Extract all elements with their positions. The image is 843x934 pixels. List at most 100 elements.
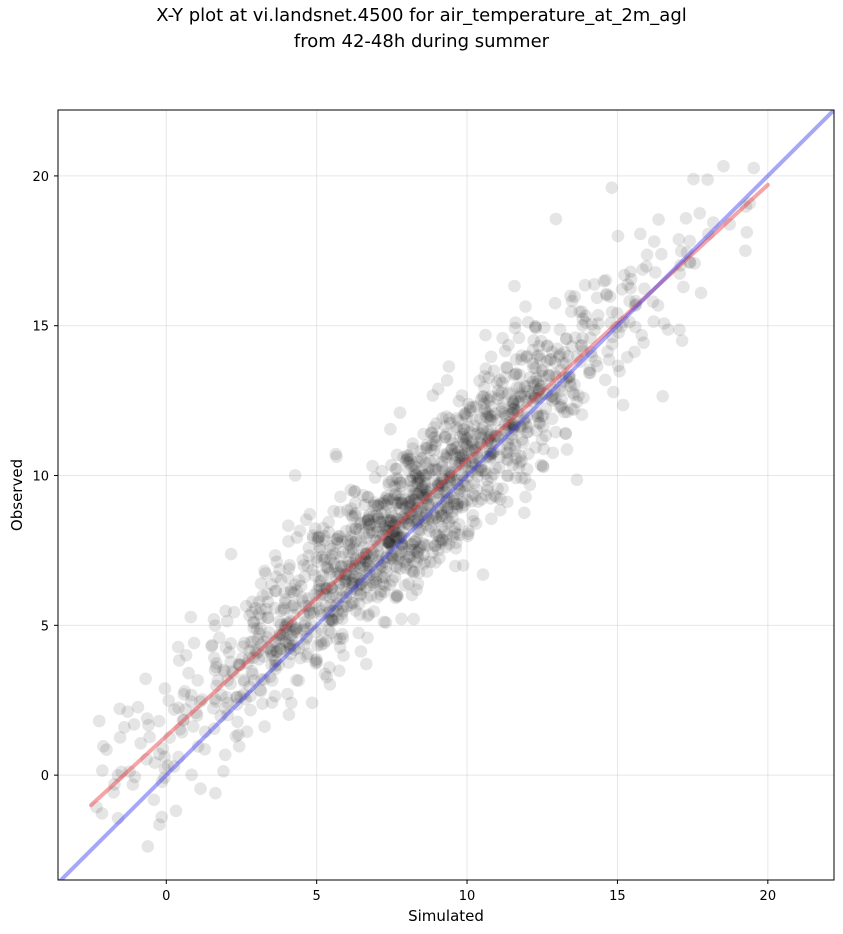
data-point: [373, 558, 387, 571]
data-point: [191, 674, 204, 687]
data-point: [419, 483, 433, 497]
data-point: [498, 371, 512, 384]
data-point: [343, 559, 357, 573]
data-point: [467, 400, 480, 414]
data-point: [602, 353, 616, 367]
data-point: [484, 447, 497, 461]
data-point: [344, 483, 358, 497]
data-point: [339, 572, 353, 585]
data-point: [466, 437, 480, 450]
data-point: [308, 569, 322, 582]
data-point: [484, 435, 497, 448]
data-point: [127, 718, 141, 731]
data-point: [253, 683, 267, 697]
data-point: [438, 485, 452, 499]
data-point: [318, 529, 331, 543]
data-point: [543, 378, 557, 391]
data-point: [467, 451, 480, 465]
data-point: [390, 496, 403, 509]
data-point: [488, 434, 502, 447]
data-point: [362, 513, 375, 526]
data-point: [449, 559, 462, 573]
data-point: [390, 471, 404, 485]
data-point: [494, 430, 508, 444]
data-point: [277, 644, 290, 658]
data-point: [299, 599, 312, 613]
data-point: [394, 530, 408, 543]
data-point: [448, 497, 461, 511]
data-point: [649, 266, 662, 279]
data-point: [268, 584, 282, 598]
data-point: [356, 559, 370, 572]
data-point: [628, 299, 642, 313]
data-point: [445, 448, 458, 462]
data-point: [420, 493, 433, 507]
data-point: [603, 290, 617, 303]
chart-title-line-2: from 42-48h during summer: [293, 31, 550, 52]
data-point: [408, 464, 421, 478]
data-point: [156, 742, 170, 755]
data-point: [371, 539, 385, 552]
data-point: [214, 709, 227, 723]
data-point: [528, 389, 542, 403]
data-point: [436, 472, 449, 486]
data-point: [432, 535, 445, 548]
data-point: [245, 606, 259, 619]
data-point: [392, 531, 405, 544]
data-point: [597, 274, 611, 288]
data-point: [383, 578, 397, 592]
data-point: [527, 361, 540, 374]
data-point: [349, 534, 363, 548]
data-point: [281, 616, 294, 629]
data-point: [465, 460, 478, 474]
data-point: [448, 448, 462, 461]
data-point: [382, 535, 395, 549]
data-point: [411, 455, 425, 469]
data-point: [300, 630, 314, 644]
data-point: [147, 793, 161, 807]
data-point: [339, 568, 353, 581]
data-point: [324, 613, 338, 627]
data-point: [184, 695, 198, 708]
data-point: [388, 488, 402, 502]
data-point: [263, 670, 277, 684]
data-point: [167, 760, 181, 773]
data-point: [508, 418, 521, 431]
data-point: [417, 537, 430, 550]
data-point: [502, 453, 515, 467]
data-point: [436, 520, 449, 534]
data-point: [259, 567, 272, 580]
data-point: [232, 728, 245, 742]
data-point: [281, 687, 294, 701]
data-point: [467, 419, 481, 433]
data-point: [489, 462, 502, 475]
data-point: [501, 437, 514, 451]
data-point: [388, 570, 402, 584]
data-point: [390, 561, 404, 574]
data-point: [335, 607, 349, 621]
data-point: [323, 553, 337, 566]
data-point: [570, 350, 584, 363]
x-tick-label: 15: [609, 889, 626, 904]
data-point: [126, 778, 140, 791]
data-point: [480, 410, 493, 424]
data-point: [322, 515, 335, 529]
data-point: [396, 538, 409, 551]
data-point: [326, 588, 340, 601]
data-point: [520, 349, 534, 363]
data-point: [476, 421, 490, 435]
data-point: [331, 604, 345, 618]
data-point: [438, 464, 451, 477]
data-point: [196, 693, 209, 706]
data-point: [301, 622, 315, 635]
data-point: [289, 623, 303, 637]
data-point: [209, 660, 223, 674]
data-point: [313, 575, 326, 588]
data-point: [446, 437, 460, 450]
data-point: [323, 678, 337, 691]
data-point: [476, 390, 489, 403]
data-point: [567, 388, 581, 401]
data-point: [524, 371, 537, 384]
points-layer: [90, 159, 761, 853]
